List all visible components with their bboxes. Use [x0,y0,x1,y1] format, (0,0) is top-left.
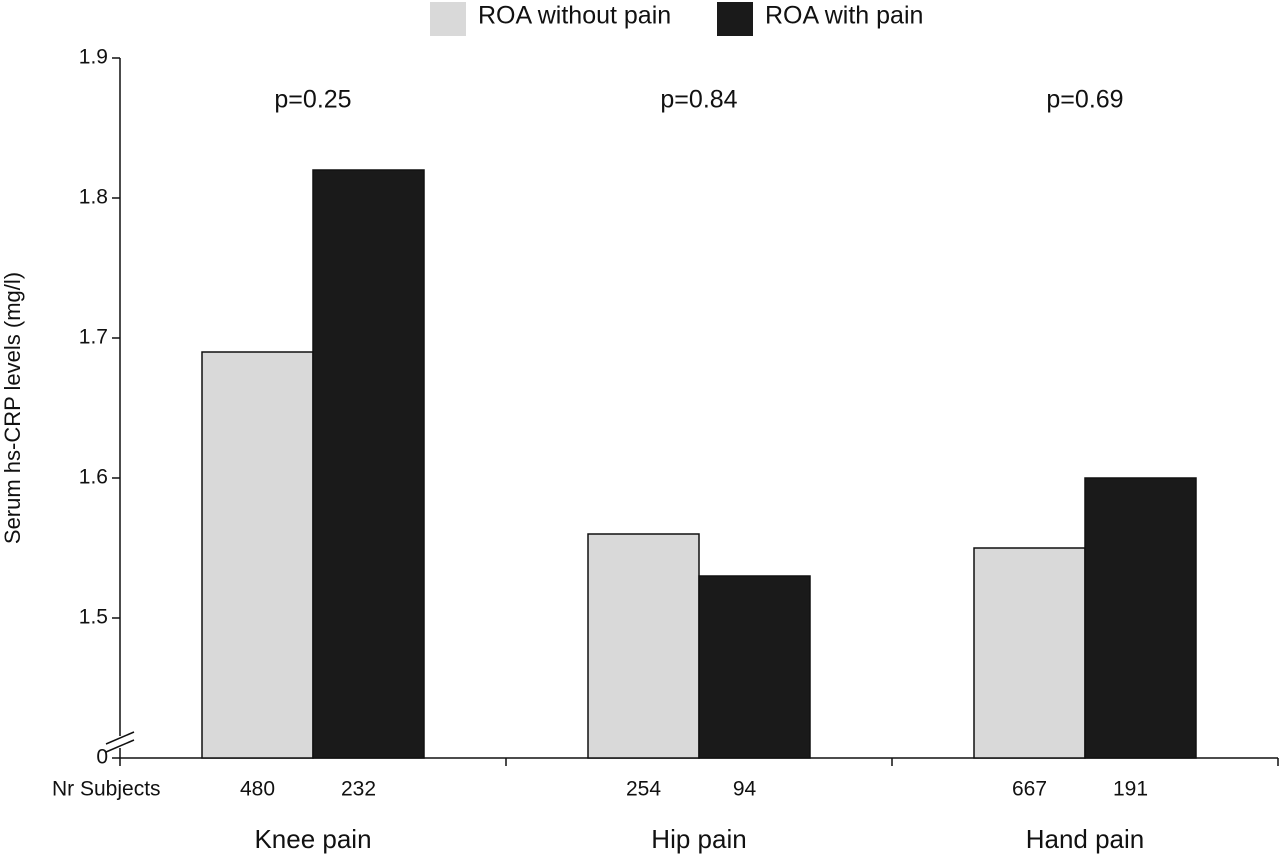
legend-swatch [430,2,466,36]
p-value: p=0.69 [1046,86,1123,114]
p-value: p=0.84 [660,86,737,114]
subject-count: 480 [240,778,275,801]
y-tick-label: 1.5 [79,606,108,629]
y-tick-label: 1.7 [79,326,108,349]
x-tick-label: Hip pain [651,824,746,854]
subject-count: 667 [1012,778,1047,801]
bar [973,547,1086,759]
subject-count: 191 [1113,778,1148,801]
bar [587,533,700,759]
axis-break [105,731,135,753]
x-tick-label: Knee pain [254,824,371,854]
y-tick-label: 1.6 [79,466,108,489]
y-tick-label: 0 [96,746,108,769]
subject-count: 94 [733,778,757,801]
legend-label: ROA without pain [478,2,671,30]
bar [312,169,425,759]
p-value: p=0.25 [274,86,351,114]
subject-count: 254 [626,778,661,801]
x-tick-label: Hand pain [1026,824,1145,854]
y-axis-label: Serum hs-CRP levels (mg/l) [0,272,25,544]
bar [201,351,314,759]
bar [1084,477,1197,759]
bar [698,575,811,759]
legend-label: ROA with pain [765,2,923,30]
legend-swatch [717,2,753,36]
subject-count: 232 [341,778,376,801]
counts-label: Nr Subjects [52,778,161,801]
y-tick-label: 1.8 [79,186,108,209]
y-tick-label: 1.9 [79,46,108,69]
